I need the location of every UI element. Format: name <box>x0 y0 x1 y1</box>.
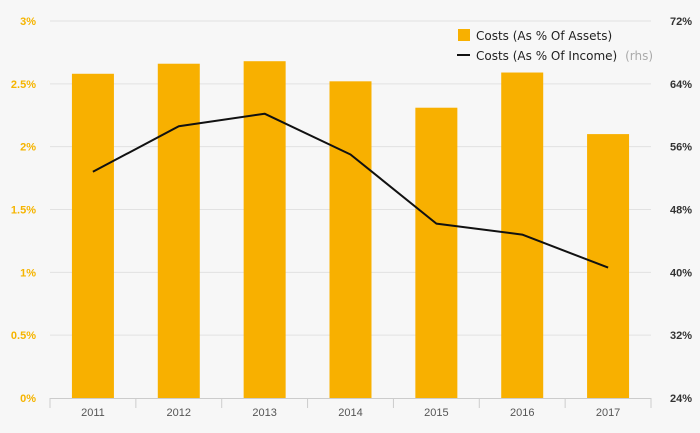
x-tick-label: 2017 <box>596 407 620 419</box>
svg-text:Costs (As % Of Income) (: Costs (As % Of Income) (rhs) <box>476 49 653 63</box>
y-right-tick-label: 24% <box>670 393 692 405</box>
bar <box>587 134 630 398</box>
x-tick-label: 2013 <box>252 407 276 419</box>
line-series <box>92 112 609 269</box>
x-tick-label: 2012 <box>167 407 191 419</box>
x-tick-label: 2011 <box>81 407 105 419</box>
legend-bar-label: Costs (As % Of Assets) <box>476 29 612 43</box>
legend: Costs (As % Of Assets) Costs (As % Of In… <box>457 29 653 63</box>
x-tick-label: 2014 <box>338 407 362 419</box>
y-left-tick-label: 2% <box>20 142 36 154</box>
bar <box>243 61 286 399</box>
bar <box>71 73 114 398</box>
bar <box>157 63 200 399</box>
y-left-tick-label: 0% <box>20 393 36 405</box>
y-left-tick-label: 3% <box>20 16 36 28</box>
y-right-tick-label: 64% <box>670 79 692 91</box>
bar <box>329 81 372 398</box>
legend-line-axis-note: (rhs) <box>625 49 653 63</box>
y-left-tick-label: 1.5% <box>11 205 36 217</box>
y-right-tick-label: 48% <box>670 205 692 217</box>
bar <box>415 107 458 399</box>
legend-bar-swatch <box>458 29 470 41</box>
y-right-tick-label: 56% <box>670 142 692 154</box>
y-right-tick-label: 32% <box>670 330 692 342</box>
y-left-tick-label: 2.5% <box>11 79 36 91</box>
axes: 2011 2012 2013 2014 2015 2016 2017 0% 0.5% 1% 1.5%… <box>11 16 692 419</box>
bar-series <box>71 61 630 399</box>
x-tick-label: 2015 <box>424 407 448 419</box>
y-left-tick-label: 0.5% <box>11 330 36 342</box>
y-right-tick-label: 40% <box>670 267 692 279</box>
y-left-tick-label: 1% <box>20 267 36 279</box>
x-tick-label: 2016 <box>510 407 534 419</box>
y-right-tick-label: 72% <box>670 16 692 28</box>
legend-line-label: Costs (As % Of Income) <box>476 49 617 63</box>
